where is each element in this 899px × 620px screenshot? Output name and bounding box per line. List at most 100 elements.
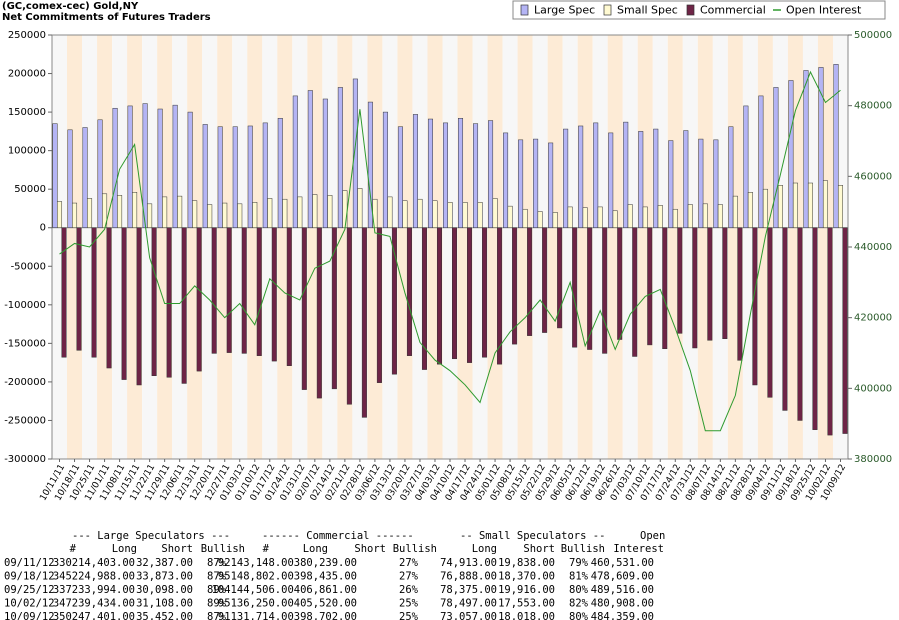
bar <box>777 185 783 228</box>
bar <box>477 202 483 228</box>
bar <box>132 192 138 228</box>
table-cell: 35,452.00 <box>136 611 193 620</box>
bar <box>391 227 397 375</box>
bar <box>376 227 382 383</box>
table-cell: 347239,434.00 <box>53 598 135 610</box>
bar <box>327 195 333 228</box>
y-tick-label: 200000 <box>8 69 46 80</box>
bar <box>222 202 228 228</box>
y2-tick-label: 380000 <box>854 454 892 465</box>
bar <box>638 131 644 228</box>
table-column-header: Short <box>523 543 555 555</box>
bar <box>97 119 103 228</box>
bar <box>717 204 723 228</box>
bar <box>346 227 352 405</box>
bar <box>488 120 494 228</box>
table-cell: 330214,403.00 <box>53 557 135 569</box>
bar <box>427 118 433 228</box>
table-group-header: -- Small Speculators -- <box>460 530 605 542</box>
bar <box>367 101 373 228</box>
bar <box>707 227 713 341</box>
bar <box>76 227 82 351</box>
bar <box>713 139 719 228</box>
bar <box>797 227 803 421</box>
bar <box>192 200 198 228</box>
bar <box>292 95 298 228</box>
bar <box>642 206 648 228</box>
bar <box>177 195 183 228</box>
table-cell: 95148,802.00398,435.00 <box>218 571 357 583</box>
bar <box>612 210 618 228</box>
table-cell: 33,873.00 <box>136 571 193 583</box>
bar <box>382 111 388 228</box>
bar <box>417 198 423 228</box>
table-cell: 17,553.00 <box>498 598 555 610</box>
bar <box>542 227 548 333</box>
bar <box>106 227 112 369</box>
bar <box>677 227 683 334</box>
table-cell: 19,838.00 <box>498 557 555 569</box>
table-column-header: Bullish <box>561 543 605 555</box>
table-column-header: Long <box>303 543 328 555</box>
legend-swatch <box>520 4 529 16</box>
legend-label: Open Interest <box>786 4 862 17</box>
bar <box>286 227 292 366</box>
bar <box>301 227 307 390</box>
table-column-header: Long <box>472 543 497 555</box>
table-cell: 87% <box>207 571 227 583</box>
bar <box>557 227 563 329</box>
bar <box>632 227 638 357</box>
bar <box>357 188 363 228</box>
chart-subtitle: Net Commitments of Futures Traders <box>2 12 211 23</box>
bar <box>818 67 824 228</box>
y-tick-label: 50000 <box>14 184 46 195</box>
bar <box>692 227 698 349</box>
bar <box>683 130 689 228</box>
bar <box>552 212 558 228</box>
bar <box>747 192 753 228</box>
bar <box>112 107 118 228</box>
table-column-header: Bullish <box>393 543 437 555</box>
bar <box>52 123 58 228</box>
bar <box>497 227 503 365</box>
bar <box>458 118 464 228</box>
table-cell: 478,609.00 <box>591 571 654 583</box>
bar <box>597 206 603 228</box>
bar <box>142 103 148 228</box>
bar <box>452 227 458 360</box>
table-group-header: --- Large Speculators --- <box>72 530 230 542</box>
bar <box>82 127 88 228</box>
table-cell: 10/02/12 <box>4 598 55 610</box>
legend-swatch <box>603 4 612 16</box>
y2-tick-label: 500000 <box>854 30 892 41</box>
table-cell: 104144,506.00406,861.00 <box>212 584 357 596</box>
bar <box>653 128 659 228</box>
bar <box>181 227 187 384</box>
bar <box>312 194 318 228</box>
bar <box>473 123 479 228</box>
bar <box>572 227 578 348</box>
bar <box>277 118 283 228</box>
table-column-header: Long <box>112 543 137 555</box>
bar <box>412 114 418 228</box>
bar <box>537 211 543 228</box>
bar <box>91 227 97 358</box>
table-cell: 350247,401.00 <box>53 611 135 620</box>
table-cell: 95136,250.00405,520.00 <box>218 598 357 610</box>
table-cell: 91131,714.00398,702.00 <box>218 611 357 620</box>
bar <box>467 227 473 363</box>
bar <box>162 196 168 228</box>
bar <box>732 195 738 228</box>
bar <box>662 227 668 350</box>
table-cell: 18,018.00 <box>498 611 555 620</box>
line <box>59 70 841 432</box>
y-tick-label: 100000 <box>8 146 46 157</box>
table-group-header: ------ Commercial ------ <box>262 530 414 542</box>
y-tick-label: 150000 <box>8 107 46 118</box>
bar <box>512 227 518 345</box>
bar <box>166 227 172 378</box>
table-cell: 80% <box>569 611 589 620</box>
bar <box>773 87 779 228</box>
y-tick-label: 0 <box>40 223 46 234</box>
y-tick-label: -250000 <box>4 415 46 426</box>
